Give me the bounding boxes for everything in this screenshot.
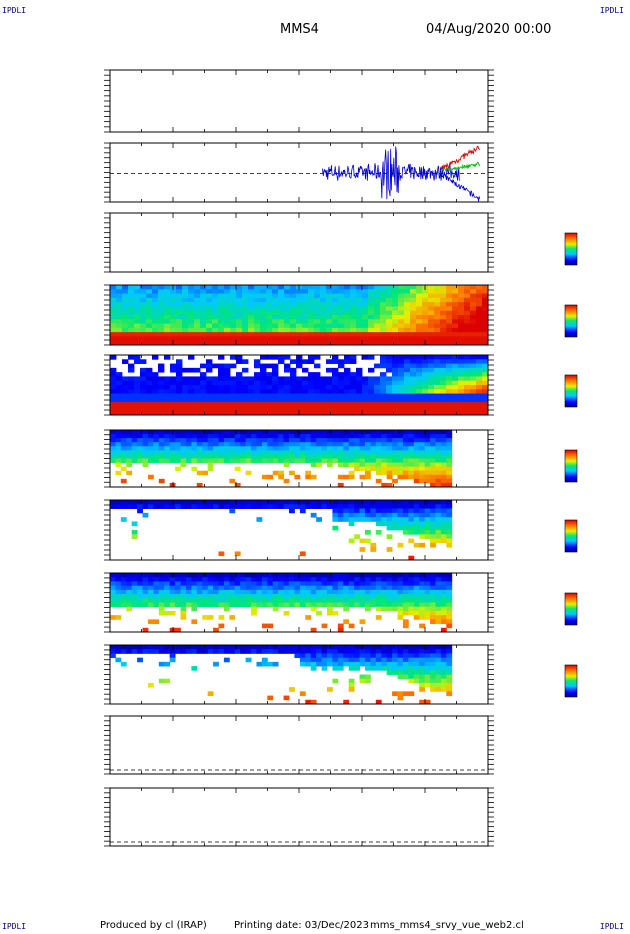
edi-frame: [109, 142, 489, 203]
hpca-h-spectrogram: [110, 430, 453, 488]
datetime-title: 04/Aug/2020 00:00: [426, 22, 552, 37]
feepsi-spectrogram: [110, 355, 489, 416]
edi-ez-late-series: [440, 173, 481, 202]
eis-frame: [109, 212, 489, 273]
edi-ez-series: [322, 146, 460, 200]
corner-label-top-right: IPDLI: [599, 6, 624, 15]
footer-printing-date: Printing date: 03/Dec/2023: [234, 920, 370, 931]
hpca-o-colorbar: [564, 664, 578, 698]
footer-produced-by: Produced by cl (IRAP): [100, 920, 207, 931]
hpca-o-spectrogram: [110, 645, 453, 705]
spacecraft-title: MMS4: [280, 22, 319, 37]
hpca-h-colorbar: [564, 449, 578, 483]
footer-filename: mms_mms4_srvy_vue_web2.cl: [370, 920, 524, 931]
divpi-frame: [109, 787, 489, 847]
feepsi-colorbar: [564, 374, 578, 408]
eis-colorbar: [564, 232, 578, 266]
feepse-colorbar: [564, 304, 578, 338]
hpca-he-spectrogram: [110, 500, 453, 561]
hpca-he2-spectrogram: [110, 573, 453, 633]
divpe-frame: [109, 715, 489, 775]
edi-ey-series: [440, 161, 481, 174]
edi-ex-series: [440, 145, 481, 171]
corner-label-bottom-left: IPDLI: [2, 922, 27, 931]
hpca-he-colorbar: [564, 519, 578, 553]
corner-label-top-left: IPDLI: [2, 6, 27, 15]
hpca-he2-colorbar: [564, 592, 578, 626]
des-dist-frame: [109, 69, 489, 133]
corner-label-bottom-right: IPDLI: [599, 922, 624, 931]
feepse-spectrogram: [110, 285, 489, 346]
